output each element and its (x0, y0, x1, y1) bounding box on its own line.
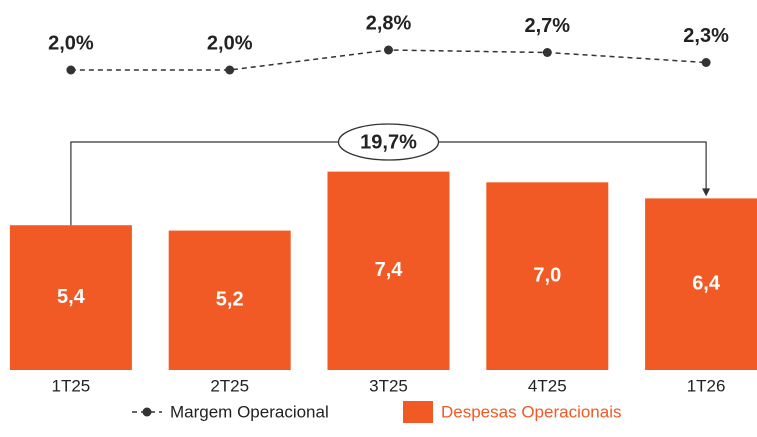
bar (327, 171, 450, 370)
bar (168, 230, 291, 370)
bar-value-label: 7,0 (533, 264, 561, 286)
line-point (66, 65, 76, 75)
x-tick-label: 1T25 (52, 376, 91, 395)
bar-value-label: 6,4 (692, 272, 721, 294)
x-tick-label: 2T25 (210, 376, 249, 395)
legend-label: Despesas Operacionais (441, 402, 621, 421)
annotation-text: 19,7% (360, 131, 417, 153)
bar (486, 182, 609, 370)
line-value-label: 2,0% (48, 32, 94, 54)
line-point (701, 58, 711, 67)
bar-value-label: 5,2 (216, 289, 244, 311)
line-value-label: 2,8% (366, 12, 412, 34)
x-tick-label: 1T26 (687, 376, 726, 395)
bar (9, 225, 132, 370)
x-tick-label: 4T25 (528, 376, 567, 395)
bar-value-label: 7,4 (375, 259, 404, 281)
line-point (384, 45, 393, 55)
annotation-bubble (337, 123, 440, 161)
legend-label: Margem Operacional (170, 402, 329, 421)
line-value-label: 2,3% (683, 25, 729, 47)
line-value-label: 2,7% (525, 15, 571, 37)
line-point (225, 65, 235, 75)
line-value-label: 2,0% (207, 32, 253, 54)
bar (645, 198, 757, 370)
x-tick-label: 3T25 (369, 376, 408, 395)
line-point (542, 48, 552, 57)
bar-value-label: 5,4 (57, 286, 86, 308)
legend-swatch (403, 401, 433, 423)
legend-dot (142, 407, 152, 417)
annotation-arrow (702, 188, 711, 197)
